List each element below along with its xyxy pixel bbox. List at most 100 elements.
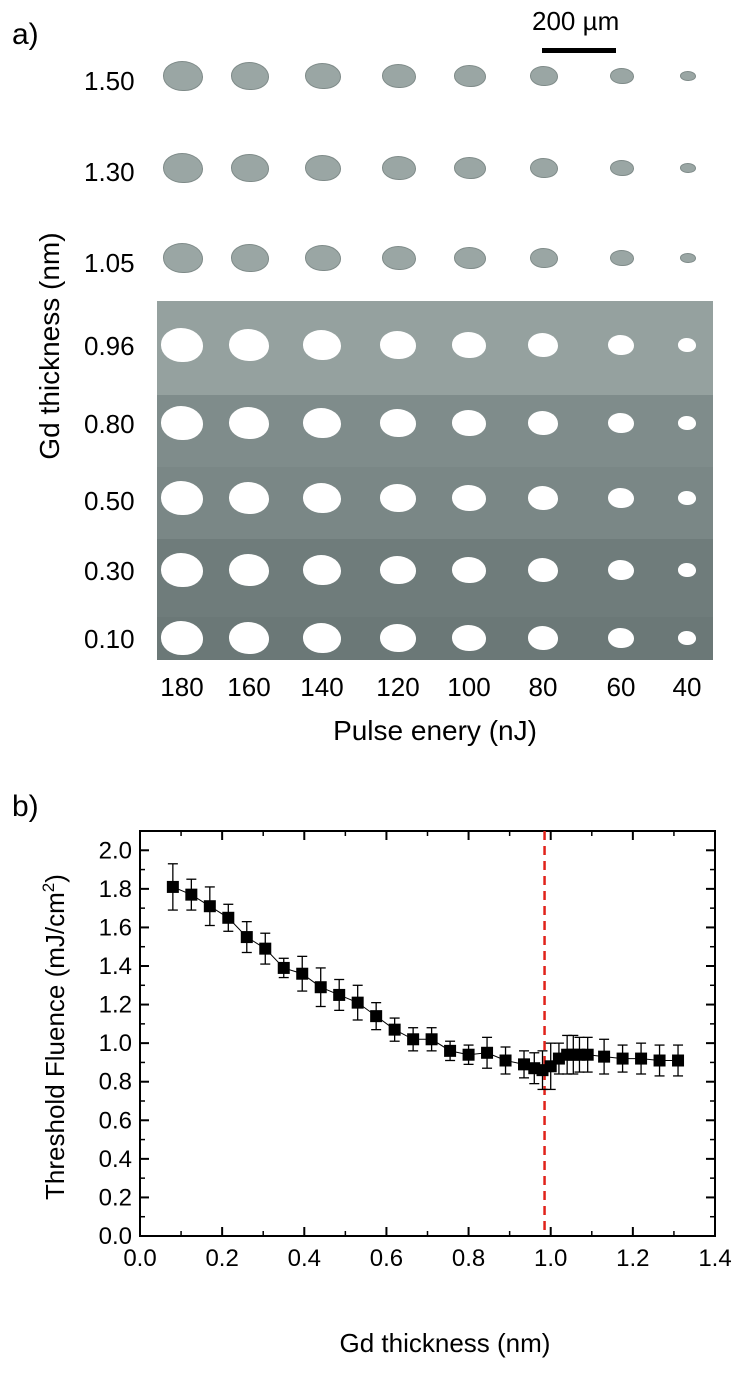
laser-spot — [303, 483, 341, 513]
y-tick-label: 1.6 — [99, 914, 132, 941]
laser-spot — [528, 411, 558, 435]
laser-spot — [380, 624, 416, 652]
x-tick-label: 0.2 — [205, 1245, 238, 1272]
x-tick-label: 1.4 — [698, 1245, 731, 1272]
laser-spot — [231, 244, 269, 272]
data-point — [635, 1052, 648, 1065]
chart-series — [166, 863, 685, 1091]
laser-spot — [610, 250, 634, 266]
laser-spot — [452, 410, 486, 436]
laser-spot — [303, 555, 341, 585]
col-label: 100 — [447, 672, 491, 702]
laser-spot — [678, 631, 696, 645]
row-label: 0.10 — [84, 624, 135, 654]
panel-a-xlabel: Pulse enery (nJ) — [333, 715, 537, 746]
laser-spot — [305, 63, 341, 89]
data-point — [481, 1046, 494, 1059]
row-label: 0.80 — [84, 409, 135, 439]
data-point — [499, 1054, 512, 1067]
data-point — [222, 911, 235, 924]
laser-spot — [528, 486, 558, 510]
laser-spot — [305, 155, 341, 181]
laser-spot — [452, 625, 486, 651]
x-tick-label: 1.0 — [534, 1245, 567, 1272]
laser-spot — [530, 66, 558, 86]
chart-ylabel: Threshold Fluence (mJ/cm2) — [39, 874, 70, 1200]
data-point — [616, 1052, 629, 1065]
laser-spot — [382, 156, 416, 180]
data-point — [333, 988, 346, 1001]
scale-bar-label: 200 µm — [532, 6, 620, 36]
data-point — [444, 1044, 457, 1057]
chart-xlabel: Gd thickness (nm) — [340, 1328, 551, 1358]
laser-spot — [608, 488, 634, 508]
y-tick-label: 1.2 — [99, 992, 132, 1019]
laser-spot — [530, 158, 558, 178]
x-tick-label: 0.6 — [370, 1245, 403, 1272]
chart-ylabel-close: ) — [40, 874, 70, 883]
laser-spot — [382, 64, 416, 88]
y-tick-label: 0.8 — [99, 1069, 132, 1096]
laser-spot — [229, 407, 269, 439]
laser-spot — [229, 622, 269, 654]
panel-a-ylabel: Gd thickness (nm) — [34, 232, 65, 460]
laser-spot — [380, 556, 416, 584]
y-tick-label: 0.0 — [99, 1223, 132, 1250]
laser-spot — [454, 247, 486, 269]
data-point — [407, 1033, 420, 1046]
x-tick-label: 0.0 — [123, 1245, 156, 1272]
laser-spot — [229, 554, 269, 586]
row-label: 1.30 — [84, 157, 135, 187]
data-point — [351, 996, 364, 1009]
x-tick-label: 0.8 — [452, 1245, 485, 1272]
laser-spot — [678, 563, 696, 577]
data-point — [259, 942, 272, 955]
laser-spot — [454, 65, 486, 87]
laser-spot — [528, 333, 558, 357]
laser-spot — [229, 329, 269, 361]
row-label: 0.50 — [84, 486, 135, 516]
data-point — [185, 888, 198, 901]
col-label: 140 — [300, 672, 344, 702]
laser-spot — [303, 623, 341, 653]
laser-spot — [303, 330, 341, 360]
col-label: 60 — [606, 672, 636, 702]
laser-spot — [380, 331, 416, 359]
col-label: 80 — [528, 672, 558, 702]
scale-bar — [542, 48, 616, 53]
data-point — [314, 981, 327, 994]
laser-spot — [452, 332, 486, 358]
laser-spot — [305, 245, 341, 271]
data-point — [653, 1054, 666, 1067]
laser-spot — [161, 621, 203, 655]
y-tick-label: 0.6 — [99, 1107, 132, 1134]
laser-spot — [231, 62, 269, 90]
laser-spot — [231, 154, 269, 182]
laser-spot — [454, 157, 486, 179]
data-point — [581, 1048, 594, 1061]
col-label: 120 — [376, 672, 420, 702]
y-tick-label: 2.0 — [99, 837, 132, 864]
threshold-chart: 0.0 0.2 0.4 0.6 0.8 1.0 1.2 1.4 0.0 0.2 0.4 0.6 0.8 1… — [39, 830, 732, 1358]
laser-spot — [608, 628, 634, 648]
laser-spot — [680, 163, 696, 173]
chart-ylabel-sup: 2 — [39, 883, 58, 892]
series-line — [172, 886, 679, 1071]
laser-spot — [380, 484, 416, 512]
data-point — [370, 1010, 383, 1023]
laser-spot — [678, 491, 696, 505]
laser-spot — [161, 406, 203, 440]
x-tick-label: 1.2 — [616, 1245, 649, 1272]
laser-spot — [610, 160, 634, 176]
laser-spot — [608, 413, 634, 433]
data-point — [462, 1048, 475, 1061]
laser-spot — [678, 416, 696, 430]
chart-ylabel-main: Threshold Fluence (mJ/cm — [40, 892, 70, 1200]
laser-spot — [608, 560, 634, 580]
laser-spot — [163, 61, 203, 91]
row-label: 0.30 — [84, 556, 135, 586]
y-tick-label: 1.4 — [99, 953, 132, 980]
laser-spot — [678, 338, 696, 352]
data-point — [203, 900, 216, 913]
col-label: 180 — [160, 672, 204, 702]
